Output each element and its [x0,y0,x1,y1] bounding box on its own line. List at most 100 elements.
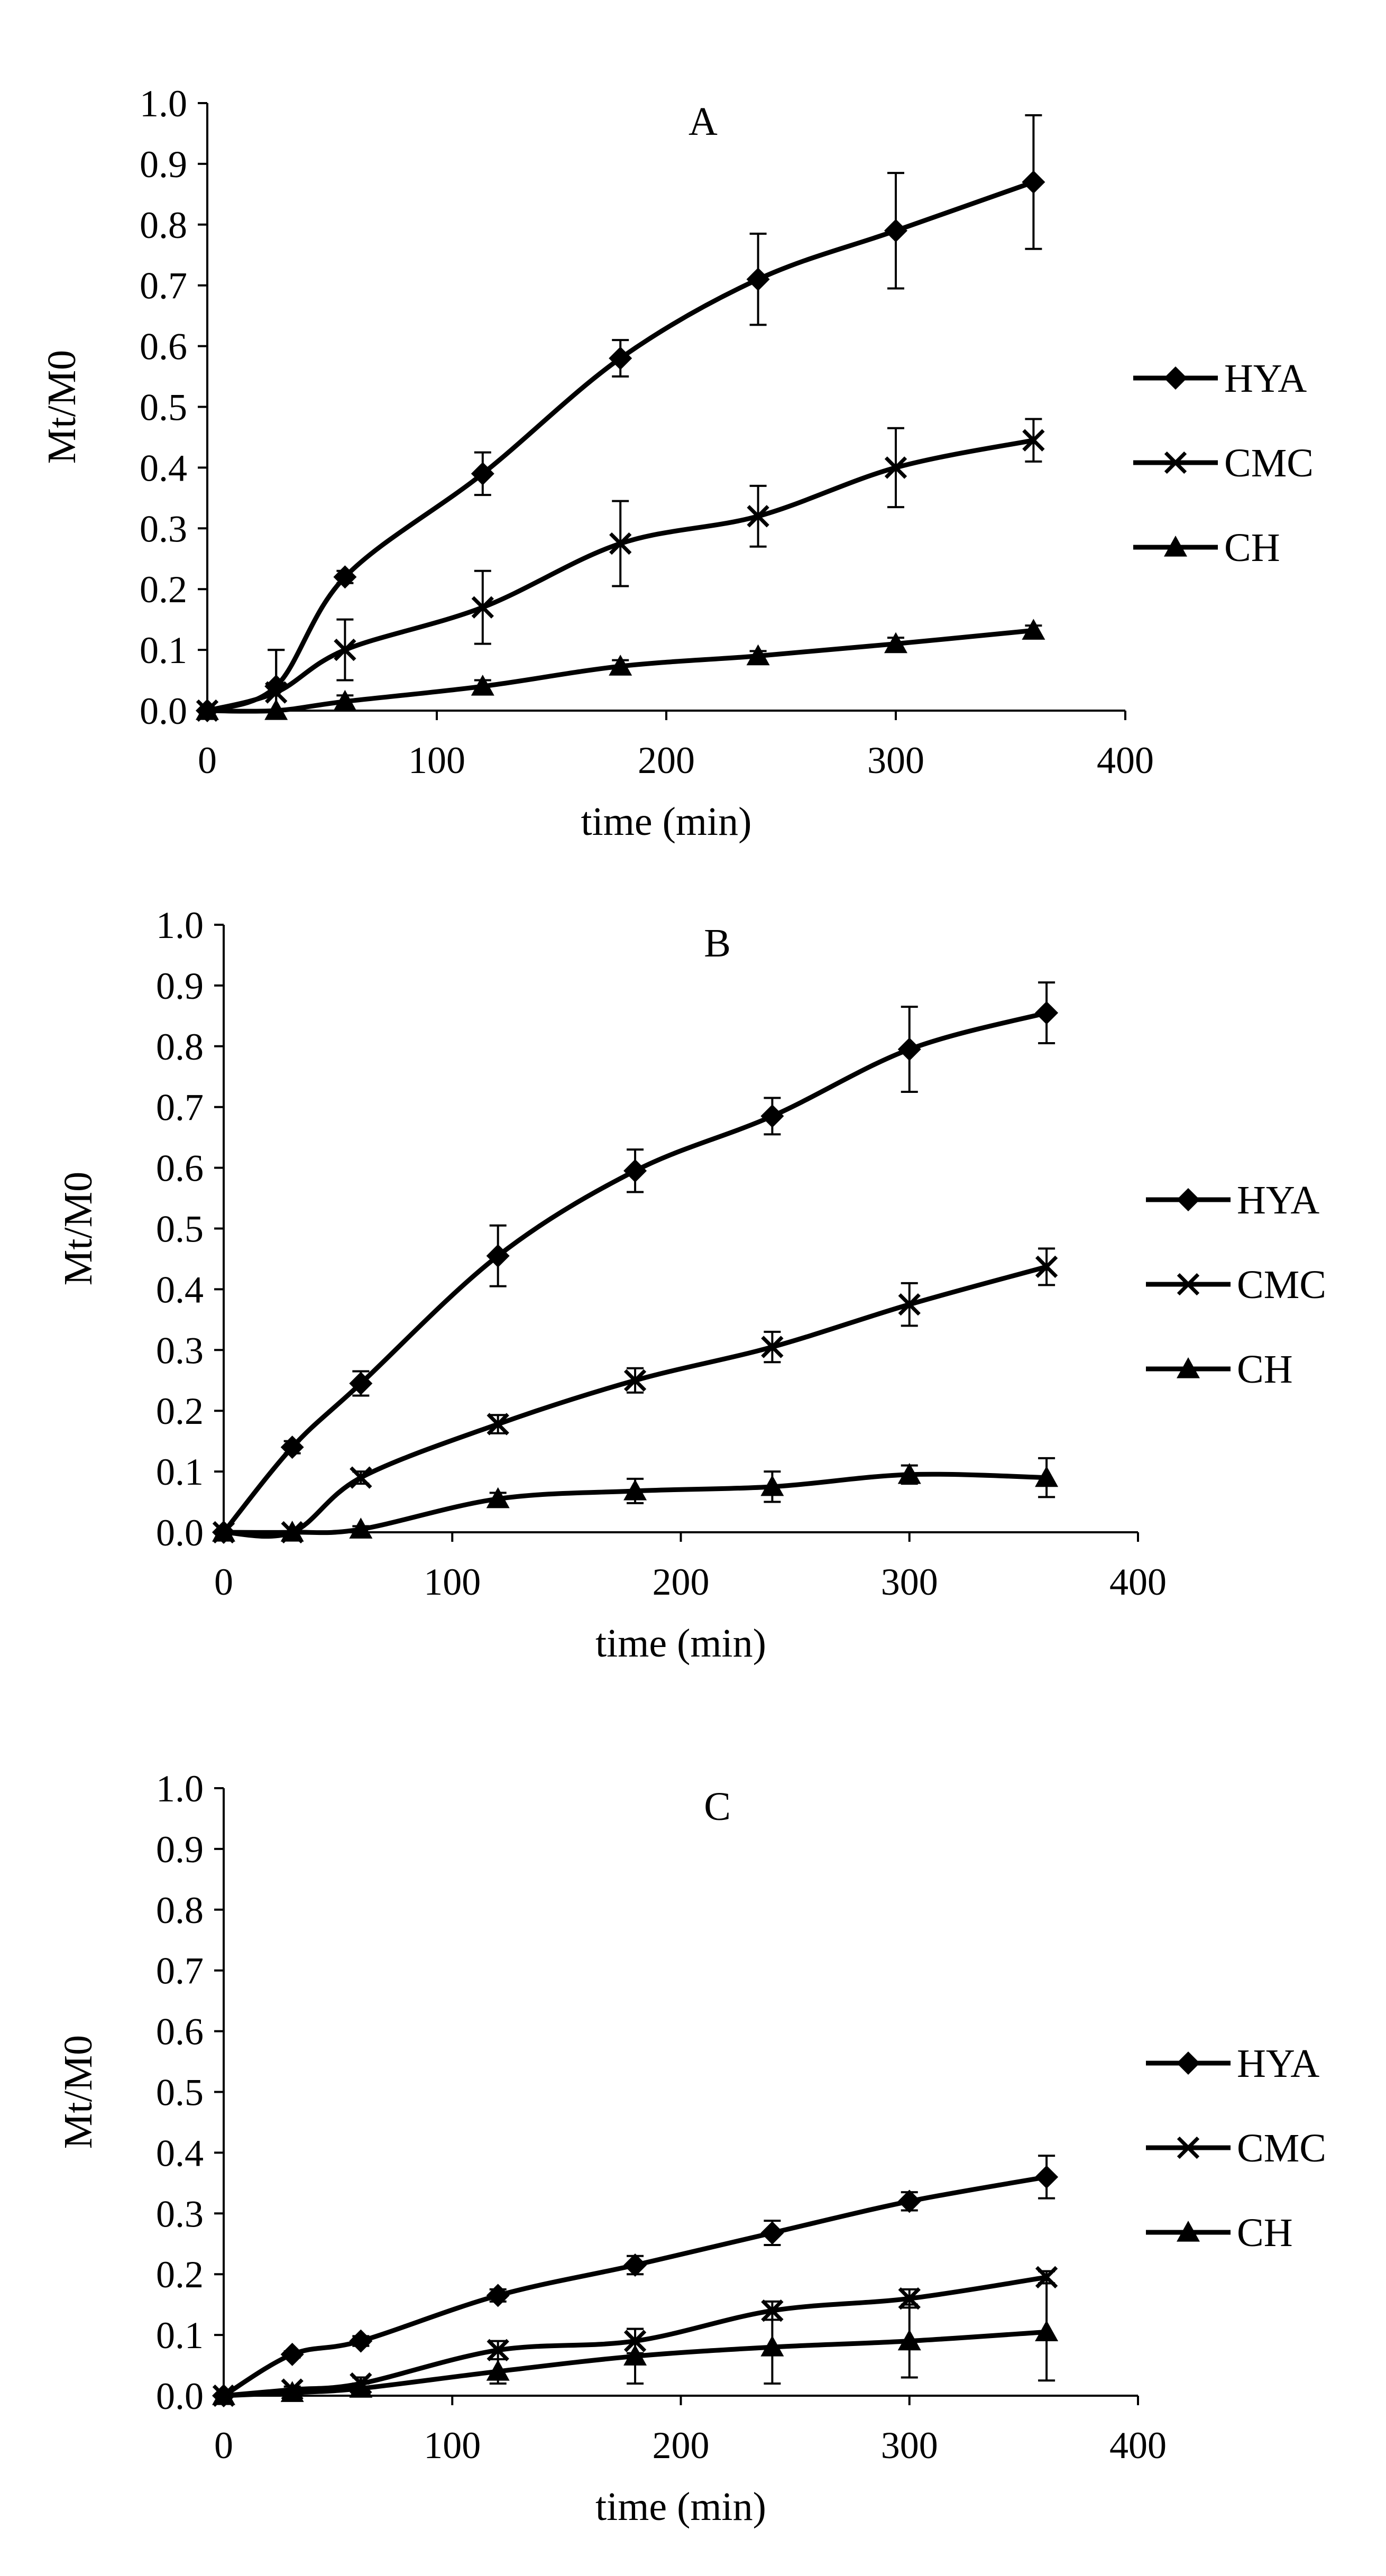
y-tick-label: 0.9 [156,965,204,1007]
legend-label-ch: CH [1237,1347,1293,1392]
series-ch [196,619,1045,720]
data-point-cmc [898,1293,921,1316]
data-point-ch [897,2329,921,2351]
data-point-hya [349,2329,373,2353]
x-tick-label: 0 [214,2424,233,2467]
data-point-cmc [350,1466,372,1489]
legend-marker-cmc [1177,2136,1200,2159]
data-point-ch [333,689,357,711]
legend-label-ch: CH [1224,526,1280,570]
y-tick-label: 0.7 [156,1950,204,1992]
y-tick-label: 0.8 [156,1889,204,1931]
data-point-cmc [471,596,494,619]
legend-label-hya: HYA [1237,1178,1319,1222]
legend-marker-hya [1177,2051,1200,2075]
y-axis-title: Mt/M0 [40,350,84,464]
legend-entry-cmc: CMC [1146,1263,1326,1307]
legend-marker-ch [1177,1357,1200,1378]
data-point-hya [333,565,357,589]
y-tick-label: 0.9 [156,1828,204,1871]
legend-entry-cmc: CMC [1133,441,1314,485]
data-point-hya [609,346,632,370]
data-point-cmc [265,681,288,704]
data-point-ch [471,675,494,696]
data-point-cmc [334,638,356,661]
series-line-hya [206,180,1034,713]
chart-panel-c: 0.0 0.1 0.2 0.3 0.4 0.5 0.6 0.7 0.8 0.9 1.0 0 100 200… [56,1768,1326,2529]
data-point-hya [349,1372,373,1395]
data-point-ch [212,1521,235,1542]
legend-marker-hya [1177,1188,1200,1211]
data-point-cmc [487,1413,509,1436]
legend-label-hya: HYA [1224,356,1307,401]
y-tick-label: 1.0 [140,82,187,125]
data-point-ch [1035,1466,1059,1487]
series-line-hya [222,1010,1048,1534]
x-tick-label: 200 [638,739,695,781]
data-point-hya [1035,2165,1059,2189]
data-point-hya [486,1244,510,1268]
y-tick-label: 0.8 [140,204,187,246]
data-point-cmc [747,505,769,528]
y-axis-title: Mt/M0 [56,1172,100,1285]
x-axis-title: time (min) [595,2485,766,2529]
legend-label-cmc: CMC [1224,441,1314,485]
data-point-ch [212,2384,235,2405]
y-tick-label: 0.6 [156,1147,204,1190]
x-tick-label: 400 [1097,739,1154,781]
data-point-ch [349,2377,373,2398]
data-point-hya [884,219,907,243]
legend-label-cmc: CMC [1237,2126,1326,2170]
x-tick-label: 200 [653,2424,710,2467]
data-point-ch [760,1475,784,1496]
data-point-hya [623,1159,647,1183]
legend-marker-ch [1177,2221,1200,2242]
data-point-ch [897,1462,921,1484]
data-point-ch [1035,2320,1059,2341]
legend-marker-cmc [1177,1273,1200,1296]
x-tick-label: 300 [881,2424,938,2467]
x-tick-label: 0 [214,1561,233,1603]
x-axis-title: time (min) [581,799,752,844]
y-tick-label: 0.2 [140,568,187,611]
x-tick-label: 0 [198,739,217,781]
data-point-hya [1035,1001,1059,1025]
series-line-cmc [223,1264,1048,1539]
data-point-ch [280,1521,304,1542]
series-ch [212,1457,1059,1542]
x-tick-label: 300 [881,1561,938,1603]
data-point-ch [884,632,907,654]
y-tick-label: 0.6 [156,2011,204,2053]
x-axis-title: time (min) [595,1621,766,1666]
data-point-ch [1022,619,1045,640]
y-tick-label: 0.4 [140,447,187,489]
y-tick-label: 0.0 [140,690,187,732]
data-point-cmc [487,2339,509,2361]
legend-entry-hya: HYA [1146,2041,1319,2086]
legend-label-ch: CH [1237,2211,1293,2255]
data-point-ch [609,655,632,676]
x-tick-label: 200 [653,1561,710,1603]
data-point-ch [486,1487,510,1508]
y-tick-label: 0.5 [156,2072,204,2114]
data-point-cmc [623,1369,647,1392]
y-tick-label: 0.7 [140,265,187,307]
legend-marker-hya [1164,366,1187,390]
data-point-ch [349,1517,373,1539]
legend-label-hya: HYA [1237,2041,1319,2086]
y-tick-label: 0.1 [156,1451,204,1493]
data-point-hya [760,2221,784,2245]
data-point-ch [280,2381,304,2402]
data-point-hya [760,1104,784,1128]
y-tick-label: 0.5 [140,387,187,429]
data-point-hya [280,2342,304,2366]
legend-entry-cmc: CMC [1146,2126,1326,2170]
data-point-hya [486,2284,510,2307]
series-line-cmc [223,2275,1047,2398]
series-cmc [196,418,1045,722]
y-tick-label: 0.1 [140,629,187,671]
data-point-cmc [609,532,632,555]
series-hya [196,114,1045,722]
data-point-cmc [761,1336,784,1358]
x-tick-label: 100 [424,2424,481,2467]
